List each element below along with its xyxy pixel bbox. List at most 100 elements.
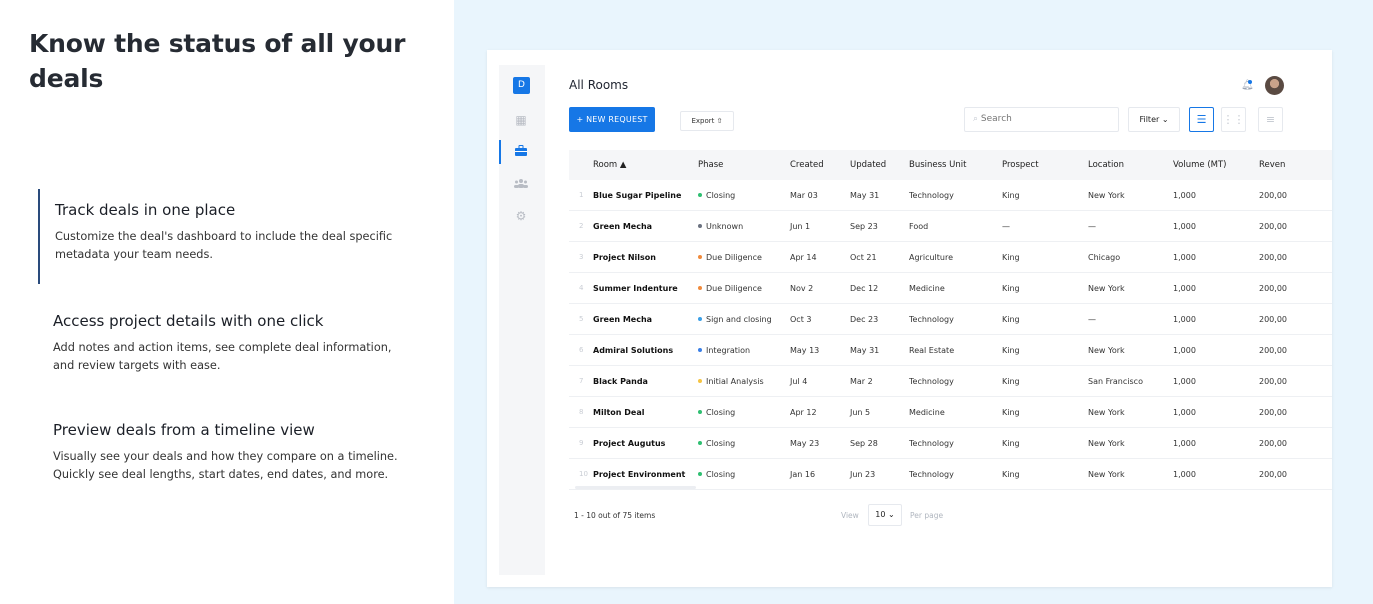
workspace-logo[interactable]: D bbox=[513, 77, 530, 94]
column-header-volume[interactable]: Volume (MT) bbox=[1173, 160, 1227, 170]
cell-created: Oct 3 bbox=[790, 315, 812, 324]
user-avatar[interactable] bbox=[1265, 76, 1284, 95]
table-row[interactable]: 7 Black Panda Initial Analysis Jul 4 Mar 2 Te… bbox=[569, 366, 1332, 397]
cell-created: Mar 03 bbox=[790, 191, 818, 200]
cell-prospect: King bbox=[1002, 470, 1020, 479]
cell-updated: Jun 23 bbox=[850, 470, 876, 479]
feature-timeline-view[interactable]: Preview deals from a timeline view Visua… bbox=[38, 420, 398, 484]
table-row[interactable]: 2 Green Mecha Unknown Jun 1 Sep 23 Food — — 1,00… bbox=[569, 211, 1332, 242]
feature-title: Track deals in one place bbox=[55, 201, 236, 219]
phase-label: Sign and closing bbox=[706, 315, 772, 324]
phase-status-dot bbox=[698, 223, 702, 228]
search-box[interactable]: ⌕ bbox=[964, 107, 1119, 132]
cell-phase: Closing bbox=[698, 180, 735, 211]
cell-phase: Closing bbox=[698, 428, 735, 459]
table-row[interactable]: 10 Project Environment Closing Jan 16 Jun 23… bbox=[569, 459, 1332, 490]
column-header-created[interactable]: Created bbox=[790, 160, 824, 170]
table-row[interactable]: 8 Milton Deal Closing Apr 12 Jun 5 Medicine Ki… bbox=[569, 397, 1332, 428]
new-request-button[interactable]: + NEW REQUEST bbox=[569, 107, 655, 132]
list-view-icon[interactable]: ☰ bbox=[1189, 107, 1214, 132]
column-header-room[interactable]: Room ▲ bbox=[593, 160, 627, 170]
phase-status-dot bbox=[698, 378, 702, 383]
cell-unit: Medicine bbox=[909, 408, 945, 417]
cell-room: Summer Indenture bbox=[593, 284, 678, 293]
column-header-prospect[interactable]: Prospect bbox=[1002, 160, 1039, 170]
cell-room: Project Nilson bbox=[593, 253, 656, 262]
cell-unit: Technology bbox=[909, 439, 954, 448]
page-headline: Know the status of all your deals bbox=[29, 29, 406, 93]
cell-location: New York bbox=[1088, 191, 1125, 200]
cell-location: — bbox=[1088, 315, 1096, 324]
cell-created: Jan 16 bbox=[790, 470, 816, 479]
dashboard-icon[interactable]: ▦ bbox=[515, 113, 527, 127]
feature-project-details[interactable]: Access project details with one click Ad… bbox=[38, 311, 398, 375]
settings-gear-icon[interactable]: ⚙ bbox=[515, 209, 527, 223]
cell-phase: Closing bbox=[698, 459, 735, 490]
cell-prospect: King bbox=[1002, 191, 1020, 200]
briefcase-icon[interactable] bbox=[514, 145, 528, 159]
cell-updated: Jun 5 bbox=[850, 408, 871, 417]
grid-view-icon[interactable]: ⋮⋮ bbox=[1221, 107, 1246, 132]
table-row[interactable]: 1 Blue Sugar Pipeline Closing Mar 03 May 31 T… bbox=[569, 180, 1332, 211]
cell-revenue: 200,00 bbox=[1259, 222, 1287, 231]
cell-created: May 13 bbox=[790, 346, 820, 355]
cell-n: 10 bbox=[579, 470, 588, 478]
table-row[interactable]: 3 Project Nilson Due Diligence Apr 14 Oct 21… bbox=[569, 242, 1332, 273]
cell-revenue: 200,00 bbox=[1259, 377, 1287, 386]
cell-revenue: 200,00 bbox=[1259, 408, 1287, 417]
cell-unit: Technology bbox=[909, 191, 954, 200]
cell-n: 1 bbox=[579, 191, 584, 199]
column-header-updated[interactable]: Updated bbox=[850, 160, 887, 170]
feature-track-deals[interactable]: Track deals in one place Customize the d… bbox=[38, 189, 398, 284]
cell-n: 4 bbox=[579, 284, 584, 292]
cell-phase: Integration bbox=[698, 335, 750, 366]
cell-n: 8 bbox=[579, 408, 584, 416]
nav-rail: D ▦ ⚙ bbox=[499, 65, 545, 575]
column-header-business-unit[interactable]: Business Unit bbox=[909, 160, 967, 170]
timeline-view-icon[interactable]: ≡ bbox=[1258, 107, 1283, 132]
cell-created: Nov 2 bbox=[790, 284, 814, 293]
cell-location: Chicago bbox=[1088, 253, 1121, 262]
phase-label: Unknown bbox=[706, 222, 744, 231]
team-icon[interactable] bbox=[514, 177, 528, 191]
table-row[interactable]: 6 Admiral Solutions Integration May 13 May 3… bbox=[569, 335, 1332, 366]
column-header-location[interactable]: Location bbox=[1088, 160, 1124, 170]
table-row[interactable]: 9 Project Augutus Closing May 23 Sep 28 Techn… bbox=[569, 428, 1332, 459]
cell-n: 2 bbox=[579, 222, 584, 230]
table-row[interactable]: 4 Summer Indenture Due Diligence Nov 2 Dec 1… bbox=[569, 273, 1332, 304]
cell-unit: Medicine bbox=[909, 284, 945, 293]
cell-prospect: King bbox=[1002, 408, 1020, 417]
view-label: View bbox=[841, 511, 859, 520]
cell-room: Black Panda bbox=[593, 377, 648, 386]
phase-label: Closing bbox=[706, 470, 736, 479]
pagination-count: 1 - 10 out of 75 items bbox=[574, 511, 656, 520]
phase-label: Due Diligence bbox=[706, 253, 762, 262]
phase-label: Integration bbox=[706, 346, 751, 355]
column-header-phase[interactable]: Phase bbox=[698, 160, 724, 170]
export-button[interactable]: Export ⇧ bbox=[680, 111, 734, 131]
phase-status-dot bbox=[698, 347, 702, 352]
filter-button[interactable]: Filter ⌄ bbox=[1128, 107, 1180, 132]
cell-updated: May 31 bbox=[850, 346, 880, 355]
phase-status-dot bbox=[698, 254, 702, 259]
notification-bell-icon[interactable]: 🔔︎ bbox=[1241, 80, 1254, 91]
cell-revenue: 200,00 bbox=[1259, 346, 1287, 355]
per-page-select[interactable]: 10 ⌄ bbox=[868, 504, 902, 526]
cell-phase: Initial Analysis bbox=[698, 366, 764, 397]
phase-status-dot bbox=[698, 471, 702, 476]
cell-updated: Dec 12 bbox=[850, 284, 879, 293]
table-header: Room ▲ Phase Created Updated Business Un… bbox=[569, 150, 1332, 180]
horizontal-scrollbar[interactable] bbox=[575, 486, 696, 489]
cell-location: San Francisco bbox=[1088, 377, 1143, 386]
cell-phase: Sign and closing bbox=[698, 304, 772, 335]
table-row[interactable]: 5 Green Mecha Sign and closing Oct 3 Dec 23 T… bbox=[569, 304, 1332, 335]
column-header-revenue[interactable]: Reven bbox=[1259, 160, 1286, 170]
search-input[interactable] bbox=[980, 114, 1106, 124]
cell-volume: 1,000 bbox=[1173, 470, 1196, 479]
feature-description: Add notes and action items, see complete… bbox=[53, 341, 392, 372]
cell-volume: 1,000 bbox=[1173, 315, 1196, 324]
cell-room: Project Environment bbox=[593, 470, 686, 479]
cell-volume: 1,000 bbox=[1173, 284, 1196, 293]
cell-revenue: 200,00 bbox=[1259, 253, 1287, 262]
cell-n: 7 bbox=[579, 377, 584, 385]
